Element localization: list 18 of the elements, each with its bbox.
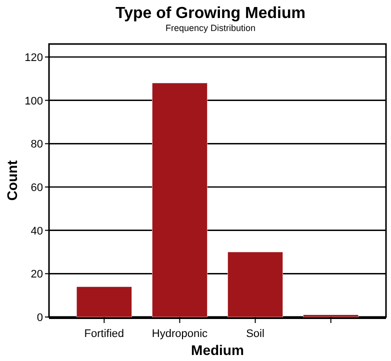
chart-subtitle: Frequency Distribution [165,23,256,33]
y-tick-label: 60 [30,182,43,194]
y-tick-label: 0 [36,312,43,324]
chart-title: Type of Growing Medium [116,5,306,22]
bar [303,314,359,318]
bar [228,252,284,318]
y-tick-label: 100 [24,95,43,108]
x-tick-label: Soil [246,328,264,340]
y-tick-label: 20 [30,268,43,281]
bar [152,82,208,318]
x-tick-label: Fortified [84,328,124,340]
y-axis-title: Count [4,160,20,201]
x-axis-title: Medium [191,342,244,358]
bar [76,286,132,318]
y-tick-label: 120 [24,52,43,64]
y-tick-label: 80 [30,138,43,151]
x-tick-label: Hydroponic [152,328,208,340]
y-tick-label: 40 [30,225,43,238]
